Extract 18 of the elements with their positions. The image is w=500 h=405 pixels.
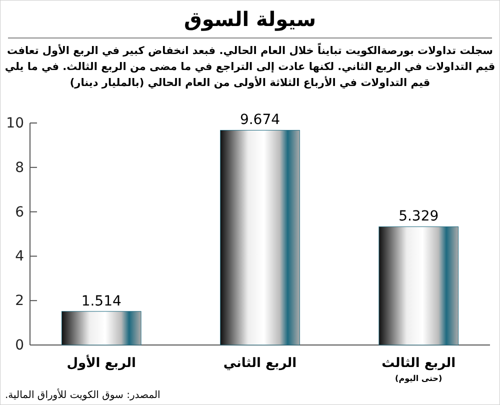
data-label: 1.514 <box>81 293 122 310</box>
bar <box>220 130 300 346</box>
bar <box>378 226 459 346</box>
data-label: 5.329 <box>398 208 439 225</box>
y-tick-label: 2 <box>15 293 24 310</box>
y-tick-label: 6 <box>15 204 24 220</box>
y-tick-label: 8 <box>15 160 24 176</box>
y-tick-label: 0 <box>15 337 24 354</box>
x-tick-label: الربع الثالث (حتى اليوم) <box>382 356 456 383</box>
x-tick-label: الربع الثاني <box>223 356 297 371</box>
chart-title: سيولة السوق <box>184 7 316 31</box>
text: المصدر: سوق الكويت للأوراق المالية. <box>5 388 160 401</box>
bar <box>61 311 142 346</box>
y-tick-label: 10 <box>6 115 24 132</box>
chart-subtitle: سجلت تداولات بورصةالكويت تبايناً خلال العام الحالي. فبعد انخفاض كبير في الربع الأول تعافت قيم التداولات في الربع الثاني. لكنها عادت إلى التراجع في ما مضى من الربع الثالث. في ما يلي قيم التداولات في الأرباع الثلاثة الأولى من العام الحالي (بالمليار دينار) <box>4 42 496 89</box>
y-tick-label: 4 <box>15 248 24 265</box>
x-tick-label: الربع الأول <box>66 354 136 371</box>
data-label: 9.674 <box>240 112 280 128</box>
